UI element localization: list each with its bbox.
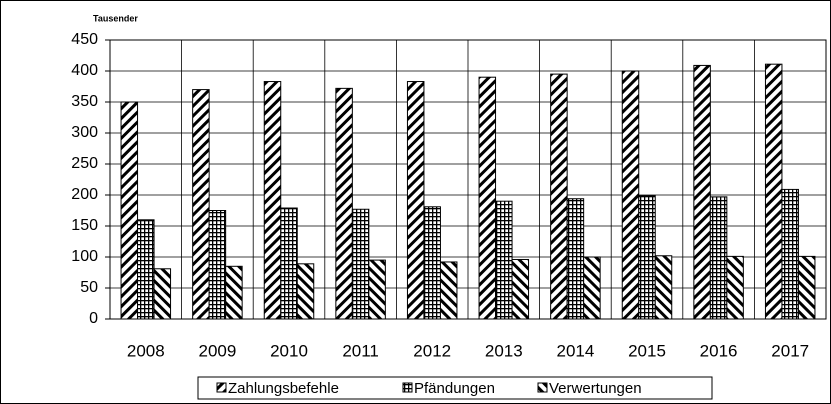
- legend-label: Verwertungen: [549, 380, 642, 397]
- bar: [192, 89, 210, 320]
- bar: [280, 207, 298, 320]
- y-tick-label: 50: [80, 279, 98, 296]
- bar: [621, 70, 640, 320]
- bar: [495, 200, 513, 320]
- bar: [368, 259, 386, 320]
- x-tick-label: 2014: [556, 341, 594, 360]
- y-tick-label: 350: [71, 93, 98, 110]
- y-tick-label: 150: [71, 217, 98, 234]
- bar: [709, 196, 728, 320]
- bar: [335, 87, 353, 320]
- bar: [263, 81, 282, 320]
- y-tick-label: 100: [71, 248, 98, 265]
- legend-label: Pfändungen: [414, 380, 495, 397]
- bar: [153, 268, 172, 320]
- x-tick-label: 2012: [413, 341, 451, 360]
- y-tick-label: 300: [71, 124, 98, 141]
- legend-swatch: [537, 382, 548, 393]
- bar: [351, 208, 370, 320]
- legend-box: [197, 376, 713, 400]
- plot-frame: [109, 39, 827, 320]
- bar: [797, 255, 816, 320]
- bar: [137, 219, 155, 320]
- x-tick-label: 2013: [485, 341, 523, 360]
- bar: [726, 255, 744, 320]
- x-tick-label: 2010: [270, 341, 308, 360]
- y-tick-label: 450: [71, 31, 98, 48]
- bar: [406, 81, 425, 320]
- bar: [638, 195, 656, 320]
- bar: [120, 101, 139, 320]
- x-tick-label: 2011: [342, 341, 379, 360]
- bar: [654, 255, 673, 320]
- legend-swatch: [216, 382, 227, 393]
- y-tick-label: 250: [71, 155, 98, 172]
- bar: [781, 188, 799, 320]
- bar: [764, 63, 783, 320]
- y-axis-label: Tausender: [93, 13, 138, 23]
- bar: [423, 206, 441, 320]
- x-tick-label: 2016: [700, 341, 738, 360]
- bar: [583, 256, 601, 320]
- y-tick-label: 200: [71, 186, 98, 203]
- y-tick-label: 400: [71, 62, 98, 79]
- bar: [566, 198, 585, 320]
- bar: [225, 265, 243, 320]
- x-tick-label: 2009: [198, 341, 236, 360]
- x-tick-label: 2015: [628, 341, 666, 360]
- bar: [208, 210, 227, 320]
- bar: [550, 73, 568, 320]
- y-tick-label: 0: [89, 310, 98, 327]
- legend-label: Zahlungsbefehle: [228, 380, 339, 397]
- bar: [478, 76, 497, 320]
- x-tick-label: 2008: [127, 341, 165, 360]
- legend-swatch: [402, 382, 413, 393]
- x-tick-label: 2017: [771, 341, 809, 360]
- bar: [511, 258, 530, 320]
- bar: [296, 263, 315, 320]
- bar: [693, 64, 711, 320]
- bar: [439, 261, 458, 320]
